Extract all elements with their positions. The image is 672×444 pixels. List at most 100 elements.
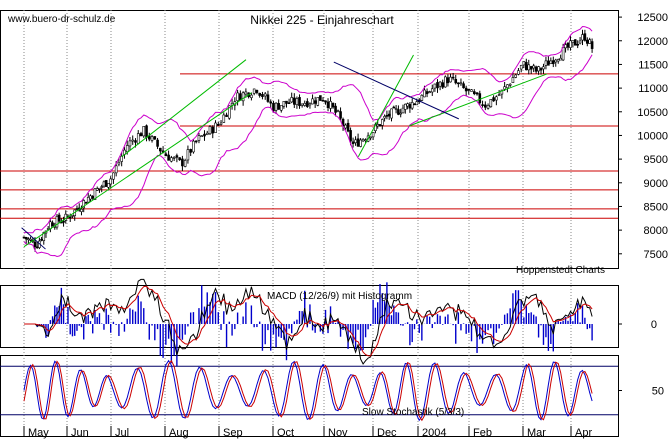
price-y-tick-label: 8500 [644, 201, 668, 213]
candle-body [376, 124, 380, 127]
candle-body [300, 103, 304, 106]
candle-body [89, 195, 92, 200]
watermark: www.buero-dr-schulz.de [7, 14, 116, 25]
candle-body [571, 40, 575, 43]
candle-body [394, 108, 398, 110]
candle-body [241, 92, 245, 102]
candle-body [183, 160, 187, 167]
candle-body [109, 178, 113, 185]
x-tick-label: Aug [169, 427, 189, 439]
candle-body [438, 81, 442, 87]
candle-body [351, 141, 355, 144]
macd-panel-frame [0, 285, 619, 348]
chart-title: Nikkei 225 - Einjahreschart [250, 13, 394, 27]
candle-body [128, 140, 132, 147]
candle-body [274, 102, 278, 111]
candle-body [415, 101, 419, 106]
candle-body [441, 82, 445, 88]
candle-body [371, 132, 375, 138]
stochastic-d-line [23, 359, 593, 422]
x-tick-label: Nov [328, 427, 348, 439]
candle-body [285, 100, 288, 104]
candle-body [80, 208, 83, 212]
candle-body [40, 238, 43, 241]
candle-body [84, 201, 88, 204]
uptrend-line [23, 92, 252, 248]
candle-body [266, 94, 270, 102]
candle-body [588, 39, 591, 44]
candle-body [228, 105, 231, 119]
macd-signal-line [24, 285, 593, 357]
x-tick-label: 2004 [422, 427, 446, 439]
candle-body [378, 124, 382, 127]
candle-body [258, 92, 261, 96]
candle-body [134, 140, 137, 143]
candle-body [486, 105, 490, 109]
candle-body [71, 215, 74, 217]
price-y-tick-label: 9500 [644, 154, 668, 166]
candle-body [566, 42, 570, 48]
candle-body [326, 101, 330, 108]
candle-body [290, 97, 294, 103]
candle-body [361, 139, 365, 142]
candle-body [522, 61, 526, 66]
candle-body [145, 125, 148, 138]
candle-body [120, 155, 123, 162]
candle-body [230, 102, 234, 106]
candle-body [410, 102, 414, 109]
candle-body [136, 133, 140, 144]
candle-body [175, 155, 179, 158]
candle-body [172, 156, 176, 159]
candle-body [336, 110, 340, 113]
candle-body [451, 76, 455, 79]
candle-body [186, 149, 190, 161]
candle-body [35, 246, 39, 249]
candle-body [539, 68, 543, 71]
candle-body [569, 40, 572, 48]
candle-body [506, 84, 509, 89]
candle-body [446, 77, 450, 84]
candle-body [403, 103, 407, 110]
candle-body [527, 64, 531, 71]
candle-body [331, 102, 335, 108]
candle-body [29, 238, 32, 241]
candle-body [192, 140, 195, 153]
candle-body [287, 102, 291, 105]
price-y-tick-label: 10000 [637, 130, 668, 142]
candle-body [554, 59, 558, 63]
candle-body [33, 241, 37, 247]
candle-body [293, 97, 296, 105]
candle-body [150, 136, 154, 141]
candle-body [585, 39, 589, 44]
candle-body [244, 91, 248, 95]
candle-body [55, 216, 59, 228]
candle-body [576, 43, 579, 46]
x-tick-label: Mar [527, 427, 546, 439]
candle-body [399, 112, 403, 115]
candle-body [436, 82, 439, 89]
macd-line [24, 278, 593, 365]
candle-body [263, 93, 267, 97]
candle-body [508, 83, 512, 86]
candle-body [525, 62, 528, 71]
candle-body [114, 165, 118, 174]
candle-body [397, 109, 400, 115]
candle-body [27, 238, 30, 241]
price-y-tick-label: 7500 [644, 249, 668, 261]
candle-body [472, 91, 476, 94]
candle-body [91, 196, 95, 199]
x-tick-label: Jul [115, 427, 129, 439]
candle-body [208, 126, 212, 135]
price-panel-frame [0, 10, 619, 269]
candle-body [170, 157, 173, 162]
x-tick-label: May [28, 427, 49, 439]
candle-body [462, 83, 465, 89]
candle-body [489, 99, 493, 107]
downtrend-line [333, 61, 460, 120]
candle-body [181, 158, 184, 167]
price-y-tick-label: 10500 [637, 107, 668, 119]
bollinger-lower [23, 54, 593, 258]
candle-body [277, 103, 280, 110]
stochastic-title: Slow Stochastik (5/3/3) [362, 407, 464, 418]
candle-body [282, 101, 286, 107]
